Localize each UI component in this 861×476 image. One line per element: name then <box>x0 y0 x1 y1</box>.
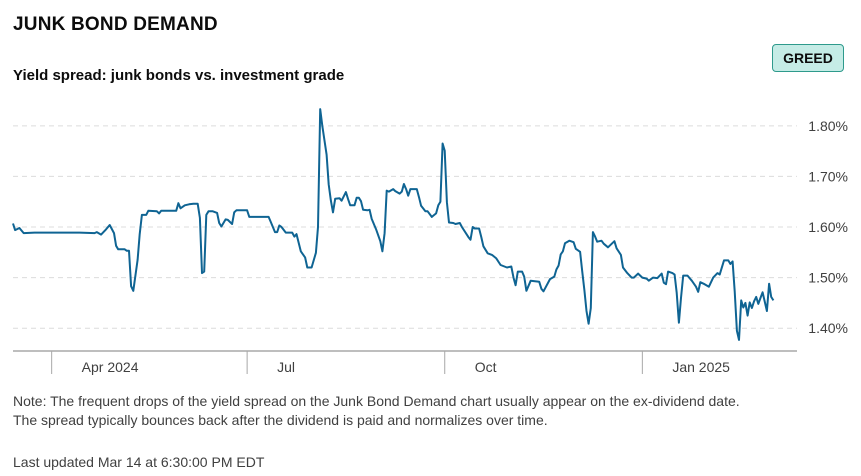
x-tick-label: Oct <box>475 359 497 375</box>
y-tick-label: 1.60% <box>808 219 848 235</box>
y-tick-label: 1.80% <box>808 118 848 134</box>
chart-gridlines <box>13 125 797 329</box>
chart-note: Note: The frequent drops of the yield sp… <box>13 392 843 430</box>
y-tick-label: 1.40% <box>808 320 848 336</box>
yield-spread-line <box>12 108 775 341</box>
chart-subtitle: Yield spread: junk bonds vs. investment … <box>13 67 345 84</box>
y-axis-ticks: 1.40% 1.50% 1.60% 1.70% 1.80% <box>808 118 848 336</box>
note-line-1: Note: The frequent drops of the yield sp… <box>13 393 740 409</box>
y-tick-label: 1.50% <box>808 270 848 286</box>
x-tick-label: Apr 2024 <box>82 359 139 375</box>
note-line-2: The spread typically bounces back after … <box>13 412 548 428</box>
y-tick-label: 1.70% <box>808 168 848 184</box>
x-axis-ticks: Apr 2024 Jul Oct Jan 2025 <box>51 351 730 375</box>
x-tick-label: Jan 2025 <box>672 359 730 375</box>
last-updated: Last updated Mar 14 at 6:30:00 PM EDT <box>13 454 265 470</box>
yield-spread-chart: 1.40% 1.50% 1.60% 1.70% 1.80% Apr 2024 Jul Oct… <box>12 108 848 375</box>
chart-title: JUNK BOND DEMAND <box>13 14 218 35</box>
sentiment-badge: GREED <box>772 44 844 72</box>
x-tick-label: Jul <box>277 359 295 375</box>
